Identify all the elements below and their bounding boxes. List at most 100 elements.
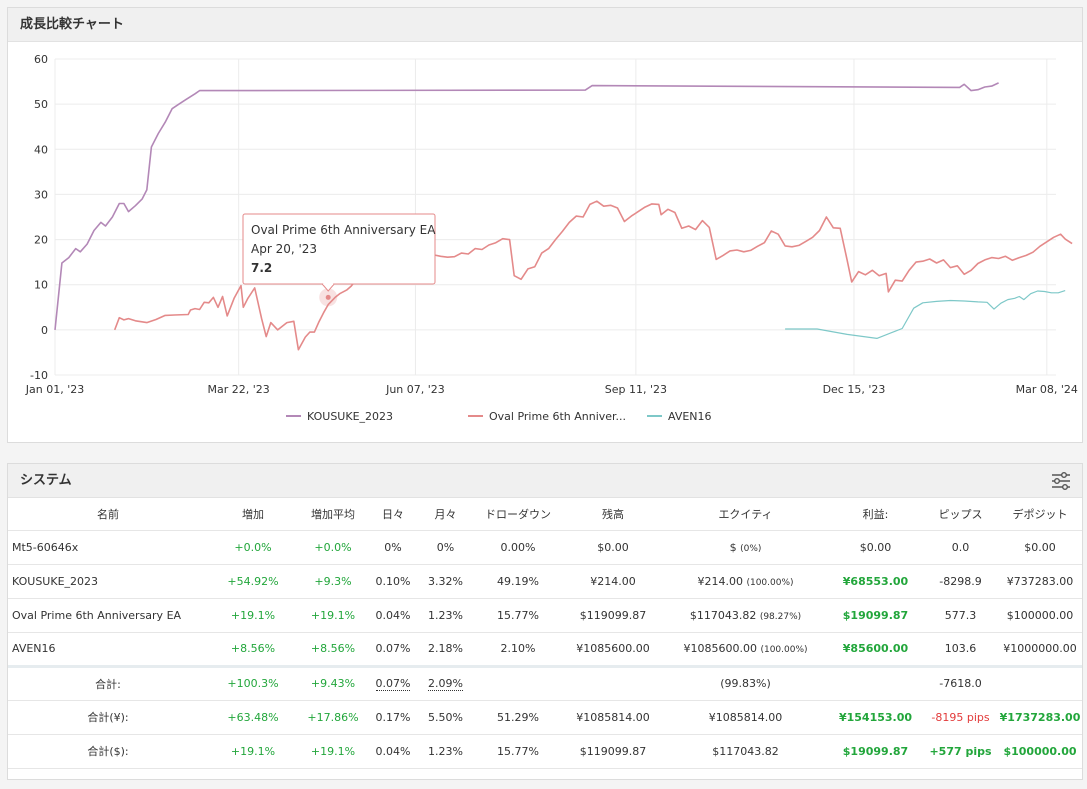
balance-cell: $0.00 <box>563 530 663 565</box>
total-label: 合計($): <box>8 734 208 769</box>
balance-cell: $119099.87 <box>563 598 663 633</box>
y-tick-label: 40 <box>34 143 48 156</box>
tooltip-value: 7.2 <box>251 261 272 275</box>
monthly-total-hint[interactable]: 2.09% <box>428 677 463 691</box>
col-monthly[interactable]: 月々 <box>418 498 473 531</box>
balance-cell <box>563 664 663 701</box>
legend-label: Oval Prime 6th Anniver... <box>489 410 626 423</box>
equity-value: ¥214.00 <box>697 574 743 588</box>
x-tick-label: Jun 07, '23 <box>385 383 445 396</box>
table-header-row: 名前 増加 増加平均 日々 月々 ドローダウン 残高 エクイティ 利益: ピップ… <box>8 498 1082 531</box>
chart-tooltip: Oval Prime 6th Anniversary EA Apr 20, '23… <box>242 213 436 292</box>
chart-panel-title: 成長比較チャート <box>8 8 1082 42</box>
gain-cell: +63.48% <box>208 700 298 735</box>
systems-table: 名前 増加 増加平均 日々 月々 ドローダウン 残高 エクイティ 利益: ピップ… <box>8 498 1082 769</box>
gain-cell: +19.1% <box>208 734 298 769</box>
balance-cell: ¥1085600.00 <box>563 632 663 667</box>
y-tick-label: 20 <box>34 234 48 247</box>
col-daily[interactable]: 日々 <box>368 498 418 531</box>
col-avg-gain[interactable]: 増加平均 <box>298 498 368 531</box>
equity-value: $ <box>729 540 737 554</box>
daily-cell: 0.07% <box>368 664 418 701</box>
monthly-cell: 2.18% <box>418 632 473 667</box>
pips-cell: 0.0 <box>923 530 998 565</box>
drawdown-cell: 15.77% <box>473 734 563 769</box>
avg-gain-cell: +9.43% <box>298 664 368 701</box>
drawdown-cell: 51.29% <box>473 700 563 735</box>
avg-gain-cell: +19.1% <box>298 598 368 633</box>
col-pips[interactable]: ピップス <box>923 498 998 531</box>
y-tick-label: 60 <box>34 53 48 66</box>
pips-cell: +577 pips <box>923 734 998 769</box>
y-tick-label: 30 <box>34 188 48 201</box>
profit-cell: $0.00 <box>828 530 923 565</box>
drawdown-cell: 49.19% <box>473 564 563 599</box>
gain-cell: +19.1% <box>208 598 298 633</box>
system-name-link[interactable]: AVEN16 <box>8 632 208 667</box>
x-tick-label: Mar 08, '24 <box>1016 383 1078 396</box>
balance-cell: $119099.87 <box>563 734 663 769</box>
equity-percent: (100.00%) <box>746 577 794 588</box>
equity-cell: ¥1085600.00 (100.00%) <box>663 632 828 667</box>
equity-cell: $117043.82 <box>663 734 828 769</box>
avg-gain-cell: +8.56% <box>298 632 368 667</box>
system-name-link[interactable]: Oval Prime 6th Anniversary EA <box>8 598 208 633</box>
col-drawdown[interactable]: ドローダウン <box>473 498 563 531</box>
equity-cell: ¥214.00 (100.00%) <box>663 564 828 599</box>
profit-cell: $19099.87 <box>828 734 923 769</box>
system-name-link[interactable]: Mt5-60646x <box>8 530 208 565</box>
gain-cell: +8.56% <box>208 632 298 667</box>
equity-cell: (99.83%) <box>663 664 828 701</box>
total-row: 合計: +100.3% +9.43% 0.07% 2.09% (99.83%) … <box>8 664 1082 701</box>
system-name-link[interactable]: KOUSUKE_2023 <box>8 564 208 599</box>
growth-chart-panel: 成長比較チャート 60 50 40 30 20 10 0 -10 Jan 01, '23 Mar … <box>7 7 1083 443</box>
deposit-cell: ¥1000000.00 <box>998 632 1082 667</box>
deposit-cell: $0.00 <box>998 530 1082 565</box>
daily-cell: 0% <box>368 530 418 565</box>
col-gain[interactable]: 増加 <box>208 498 298 531</box>
monthly-cell: 0% <box>418 530 473 565</box>
pips-cell: -8195 pips <box>923 700 998 735</box>
equity-cell: $ (0%) <box>663 530 828 565</box>
x-tick-label: Sep 11, '23 <box>605 383 667 396</box>
y-tick-label: 50 <box>34 98 48 111</box>
table-row: KOUSUKE_2023 +54.92% +9.3% 0.10% 3.32% 4… <box>8 564 1082 599</box>
balance-cell: ¥1085814.00 <box>563 700 663 735</box>
col-balance[interactable]: 残高 <box>563 498 663 531</box>
legend-item[interactable]: KOUSUKE_2023 <box>286 410 393 423</box>
equity-cell: ¥1085814.00 <box>663 700 828 735</box>
y-tick-label: 10 <box>34 279 48 292</box>
sliders-icon[interactable] <box>1050 471 1072 491</box>
col-profit[interactable]: 利益: <box>828 498 923 531</box>
legend-item[interactable]: AVEN16 <box>647 410 712 423</box>
profit-cell: ¥154153.00 <box>828 700 923 735</box>
equity-value: ¥1085600.00 <box>683 642 757 655</box>
pips-cell: 103.6 <box>923 632 998 667</box>
deposit-cell: ¥737283.00 <box>998 564 1082 599</box>
daily-cell: 0.10% <box>368 564 418 599</box>
x-tick-label: Mar 22, '23 <box>208 383 270 396</box>
equity-value: $117043.82 <box>689 608 757 622</box>
col-deposit[interactable]: デポジット <box>998 498 1082 531</box>
col-name[interactable]: 名前 <box>8 498 208 531</box>
monthly-cell: 1.23% <box>418 734 473 769</box>
daily-cell: 0.07% <box>368 632 418 667</box>
hover-point <box>325 294 331 300</box>
pips-cell: -8298.9 <box>923 564 998 599</box>
system-panel: システム 名前 増加 増加平均 日々 月々 ドローダウン 残高 エクイティ 利益… <box>7 463 1083 780</box>
pips-cell: -7618.0 <box>923 664 998 701</box>
series-line <box>785 290 1066 339</box>
daily-total-hint[interactable]: 0.07% <box>375 677 411 691</box>
col-equity[interactable]: エクイティ <box>663 498 828 531</box>
legend-item[interactable]: Oval Prime 6th Anniver... <box>468 410 626 423</box>
table-row: Oval Prime 6th Anniversary EA +19.1% +19… <box>8 598 1082 633</box>
monthly-cell: 5.50% <box>418 700 473 735</box>
total-label: 合計(¥): <box>8 700 208 735</box>
monthly-cell: 2.09% <box>418 664 473 701</box>
deposit-cell: $100000.00 <box>998 734 1082 769</box>
y-tick-label: -10 <box>30 369 48 382</box>
equity-percent: (100.00%) <box>760 645 808 655</box>
avg-gain-cell: +9.3% <box>298 564 368 599</box>
gain-cell: +0.0% <box>208 530 298 565</box>
